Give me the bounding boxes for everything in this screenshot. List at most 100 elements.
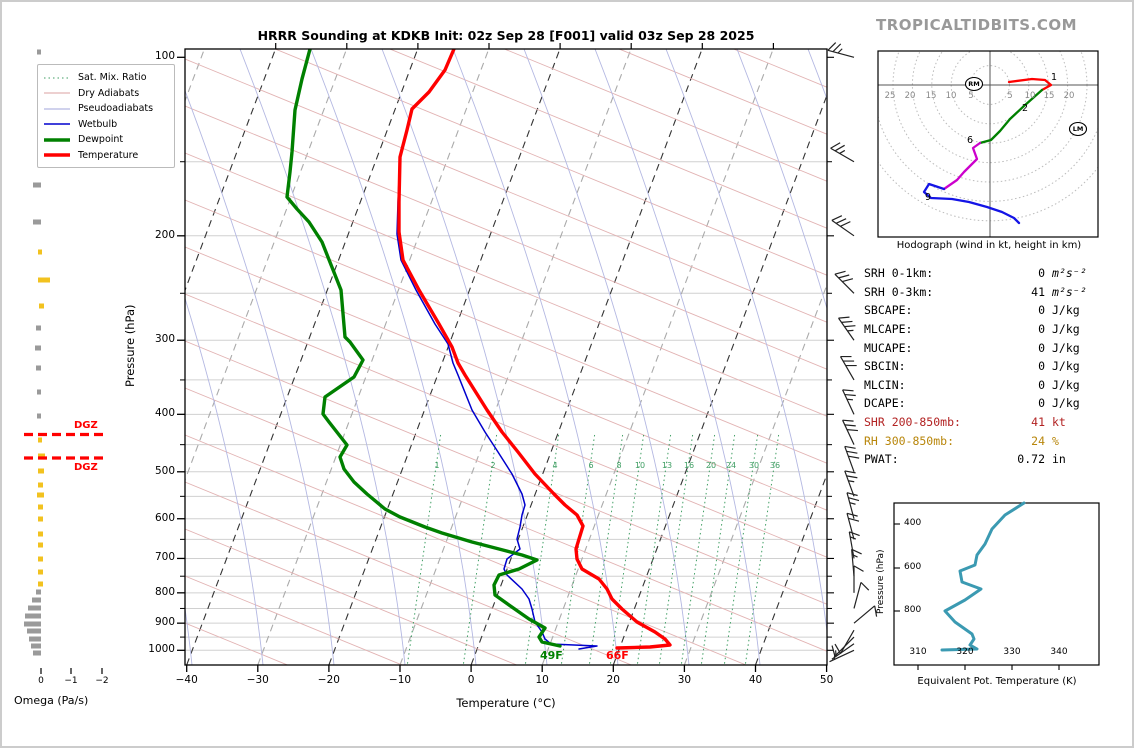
stat-value: 41 xyxy=(1031,284,1045,299)
dgz-label: DGZ xyxy=(74,420,98,431)
legend-item: Temperature xyxy=(44,148,168,164)
thetae-x-tick: 340 xyxy=(1050,647,1068,657)
pressure-tick-label: 900 xyxy=(154,616,175,629)
mix-ratio-label: 13 xyxy=(661,461,673,470)
pressure-tick-label: 500 xyxy=(154,464,175,477)
mix-ratio-label: 8 xyxy=(616,461,622,470)
stat-label: MLCIN: xyxy=(864,377,906,392)
stat-row: MUCAPE: 0 J/kg xyxy=(864,338,1110,357)
thetae-pressure-label: Pressure (hPa) xyxy=(876,549,886,614)
pressure-tick-label: 200 xyxy=(154,228,175,241)
stat-unit: J/kg xyxy=(1052,396,1080,411)
hodograph-caption: Hodograph (wind in kt, height in km) xyxy=(896,240,1082,251)
thetae-x-tick: 320 xyxy=(956,647,974,657)
temp-tick-label: 20 xyxy=(606,674,620,686)
stat-row: SHR 200-850mb: 41 kt xyxy=(864,413,1110,432)
omega-tick-label: 0 xyxy=(38,676,44,686)
lm-marker-label: LM xyxy=(1072,124,1084,133)
mix-ratio-label: 1 xyxy=(434,461,440,470)
legend-item: Sat. Mix. Ratio xyxy=(44,70,168,86)
hodo-ring-label: 15 xyxy=(925,91,937,101)
mix-ratio-label: 2 xyxy=(490,461,496,470)
hodo-height-label: 6 xyxy=(967,135,974,146)
hodo-height-label: 2 xyxy=(1022,103,1029,114)
temp-tick-label: 40 xyxy=(748,674,763,686)
thetae-y-tick: 600 xyxy=(904,562,922,572)
hodo-ring-label: 5 xyxy=(968,91,974,101)
mix-ratio-label: 24 xyxy=(725,461,737,470)
stat-unit: J/kg xyxy=(1052,340,1080,355)
stat-row: MLCAPE: 0 J/kg xyxy=(864,320,1110,339)
stat-value: 0 xyxy=(1038,340,1045,355)
stat-label: RH 300-850mb: xyxy=(864,433,955,448)
stat-row: MLCIN: 0 J/kg xyxy=(864,376,1110,395)
stat-row: SBCAPE: 0 J/kg xyxy=(864,301,1110,320)
stat-row: SRH 0-3km: 41 m²s⁻² xyxy=(864,283,1110,302)
watermark: TROPICALTIDBITS.COM xyxy=(876,16,1077,34)
hodo-ring-label: 25 xyxy=(884,91,896,101)
thetae-x-tick: 330 xyxy=(1003,647,1021,657)
legend: Sat. Mix. Ratio Dry Adiabats Pseudoadiabat… xyxy=(37,64,175,168)
stat-unit: kt xyxy=(1052,415,1066,430)
stat-label: SHR 200-850mb: xyxy=(864,415,961,430)
mix-ratio-label: 20 xyxy=(705,461,717,470)
legend-item: Dry Adiabats xyxy=(44,86,168,102)
stat-unit: J/kg xyxy=(1052,359,1080,374)
hodo-ring-label: 10 xyxy=(945,91,957,101)
stat-value: 0.72 xyxy=(1017,452,1045,467)
mix-ratio-label: 10 xyxy=(634,461,646,470)
stat-label: PWAT: xyxy=(864,452,899,467)
stat-unit: m²s⁻² xyxy=(1052,284,1087,299)
hodo-height-label: 1 xyxy=(1051,72,1058,83)
legend-label: Pseudoadiabats xyxy=(78,103,154,115)
pressure-tick-label: 700 xyxy=(154,551,175,564)
pressure-tick-label: 400 xyxy=(154,407,175,420)
stat-label: SRH 0-3km: xyxy=(864,284,934,299)
thetae-y-tick: 400 xyxy=(904,518,922,528)
stat-unit: m²s⁻² xyxy=(1052,266,1087,281)
pressure-tick-label: 300 xyxy=(154,333,175,346)
legend-label: Sat. Mix. Ratio xyxy=(78,72,147,84)
stat-label: MLCAPE: xyxy=(864,322,913,337)
pressure-axis-label: Pressure (hPa) xyxy=(123,304,137,388)
stat-value: 0 xyxy=(1038,303,1045,318)
stat-value: 0 xyxy=(1038,396,1045,411)
legend-label: Dewpoint xyxy=(78,134,124,146)
stat-unit: % xyxy=(1052,433,1059,448)
stat-value: 0 xyxy=(1038,359,1045,374)
legend-item: Pseudoadiabats xyxy=(44,101,168,117)
stat-label: DCAPE: xyxy=(864,396,906,411)
stat-row: SRH 0-1km: 0 m²s⁻² xyxy=(864,264,1110,283)
legend-label: Dry Adiabats xyxy=(78,87,140,99)
pressure-tick-label: 100 xyxy=(154,50,175,63)
temp-tick-label: 0 xyxy=(467,674,475,686)
omega-tick-label: −1 xyxy=(64,676,78,686)
thetae-x-tick: 310 xyxy=(909,647,927,657)
stat-unit: in xyxy=(1052,452,1066,467)
temp-tick-label: −20 xyxy=(317,674,340,686)
temp-tick-label: −40 xyxy=(175,674,198,686)
surface-temperature-label: 66F xyxy=(606,649,629,662)
omega-axis-label: Omega (Pa/s) xyxy=(14,694,89,707)
hodo-ring-label: 5 xyxy=(1007,91,1013,101)
rm-marker-label: RM xyxy=(968,79,980,88)
temp-tick-label: −10 xyxy=(388,674,412,686)
stat-row: DCAPE: 0 J/kg xyxy=(864,394,1110,413)
legend-item: Wetbulb xyxy=(44,117,168,133)
temperature-axis-label: Temperature (°C) xyxy=(456,696,556,710)
mix-ratio-label: 4 xyxy=(552,461,558,470)
stat-label: SBCIN: xyxy=(864,359,906,374)
pressure-tick-label: 800 xyxy=(154,585,175,598)
mix-ratio-label: 16 xyxy=(683,461,695,470)
thetae-axis-label: Equivalent Pot. Temperature (K) xyxy=(917,676,1077,687)
stat-label: SRH 0-1km: xyxy=(864,266,934,281)
mix-ratio-label: 36 xyxy=(769,461,781,470)
stats-panel: SRH 0-1km: 0 m²s⁻² SRH 0-3km: 41 m²s⁻² SBCAPE:… xyxy=(864,264,1110,469)
temp-tick-label: 30 xyxy=(677,674,692,686)
pressure-tick-label: 600 xyxy=(154,511,175,524)
temp-tick-label: 50 xyxy=(819,674,834,686)
dgz-label: DGZ xyxy=(74,462,98,473)
stat-unit: J/kg xyxy=(1052,303,1080,318)
